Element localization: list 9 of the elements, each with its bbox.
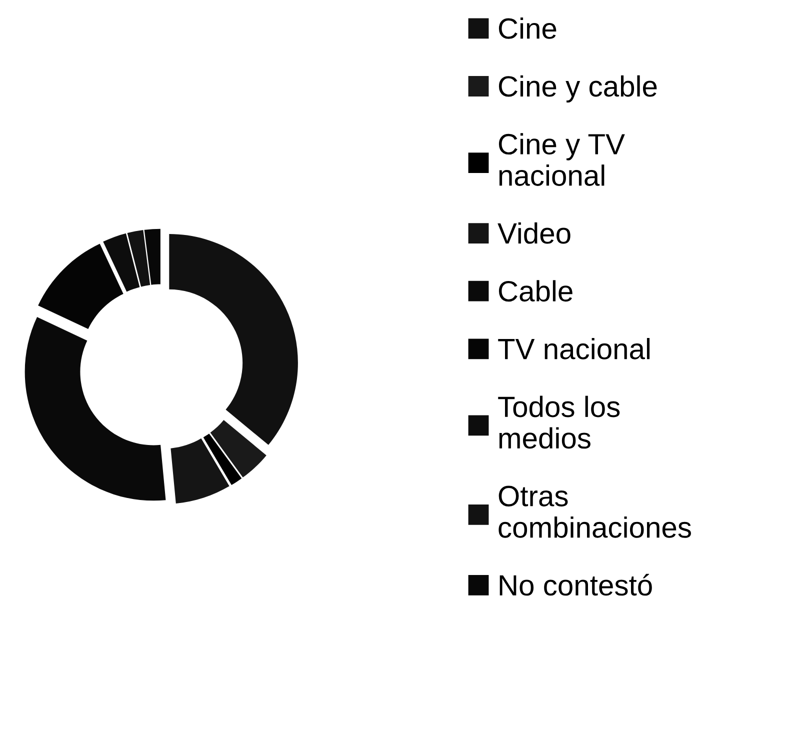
legend-label: TV nacional <box>498 338 650 360</box>
legend-label: Cine y cable <box>498 75 657 103</box>
legend-label: Cable <box>498 280 572 302</box>
legend-label: Otras combinaciones <box>498 486 691 538</box>
legend-label: Todos los medios <box>498 396 620 449</box>
legend-label: Cine y TV nacional <box>498 133 625 186</box>
legend-label: Video <box>498 222 570 244</box>
legend-label: No contestó <box>500 574 652 596</box>
legend-label: Cine <box>498 18 556 39</box>
